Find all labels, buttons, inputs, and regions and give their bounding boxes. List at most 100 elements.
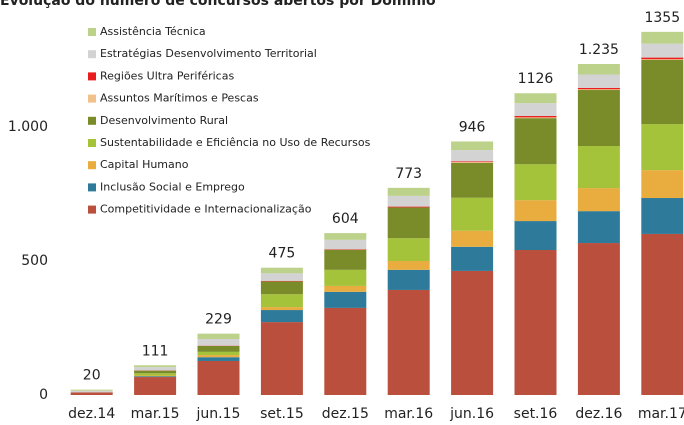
total-label: 229 bbox=[205, 312, 232, 328]
total-label: 946 bbox=[459, 119, 486, 135]
bar-segment bbox=[514, 221, 557, 251]
bar-segment bbox=[577, 74, 620, 88]
bar-segment bbox=[260, 267, 303, 274]
bar-segment bbox=[324, 249, 367, 250]
bar-segment bbox=[451, 246, 494, 271]
legend-label: Desenvolvimento Rural bbox=[100, 114, 228, 127]
bar-segment bbox=[70, 392, 113, 395]
bar-segment bbox=[451, 162, 494, 163]
bar-segment bbox=[324, 233, 367, 240]
bar-segment bbox=[197, 355, 240, 358]
bar-segment bbox=[387, 195, 430, 207]
bar-segment bbox=[514, 118, 557, 165]
bar-segment bbox=[514, 116, 557, 118]
chart-title: Evolução do número de concursos abertos … bbox=[0, 0, 436, 9]
legend-label: Sustentabilidade e Eficiência no Uso de … bbox=[100, 136, 371, 149]
total-label: 475 bbox=[269, 246, 296, 262]
bar-segment bbox=[260, 294, 303, 308]
bar-segment bbox=[324, 239, 367, 250]
total-label: 111 bbox=[142, 343, 169, 359]
total-label: 1355 bbox=[644, 10, 680, 26]
bar-segment bbox=[387, 261, 430, 270]
bar-segment bbox=[134, 370, 177, 374]
legend-swatch bbox=[88, 50, 96, 59]
legend-label: Capital Humano bbox=[100, 158, 189, 171]
bar-segment bbox=[387, 238, 430, 261]
bar-segment bbox=[134, 367, 177, 371]
bar-segment bbox=[387, 289, 430, 395]
bar-segment bbox=[134, 375, 177, 377]
bar-segment bbox=[451, 197, 494, 231]
total-label: 1.235 bbox=[579, 42, 619, 58]
bar-segment bbox=[514, 200, 557, 222]
bar-segment bbox=[577, 188, 620, 212]
bar-segment bbox=[514, 93, 557, 104]
legend-swatch bbox=[88, 116, 96, 125]
bar-segment bbox=[197, 357, 240, 361]
bar-segment bbox=[451, 141, 494, 151]
x-tick-label: mar.16 bbox=[384, 406, 433, 422]
bar-segment bbox=[514, 103, 557, 117]
legend-swatch bbox=[88, 205, 96, 214]
legend-swatch bbox=[88, 161, 96, 170]
bar-segment bbox=[451, 150, 494, 162]
total-label: 604 bbox=[332, 211, 359, 227]
y-tick-label: 0 bbox=[39, 387, 48, 403]
x-tick-label: set.16 bbox=[514, 406, 558, 422]
legend-label: Regiões Ultra Periféricas bbox=[100, 69, 234, 82]
total-label: 20 bbox=[83, 368, 101, 384]
bar-segment bbox=[387, 206, 430, 208]
bar-segment bbox=[451, 162, 494, 198]
bar-segment bbox=[324, 291, 367, 308]
bar-segment bbox=[324, 285, 367, 292]
bar-segment bbox=[641, 60, 684, 125]
bar-segment bbox=[387, 187, 430, 196]
x-tick-label: mar.17 bbox=[638, 406, 684, 422]
bar-segment bbox=[514, 117, 557, 119]
bar-segment bbox=[577, 89, 620, 91]
x-tick-label: dez.16 bbox=[575, 406, 622, 422]
legend-swatch bbox=[88, 139, 96, 147]
bar-segment bbox=[197, 333, 240, 339]
bar-segment bbox=[514, 250, 557, 395]
bar-segment bbox=[134, 365, 177, 368]
bar-segment bbox=[577, 243, 620, 395]
bar-segment bbox=[134, 376, 177, 378]
bar-segment bbox=[324, 307, 367, 395]
bar-segment bbox=[197, 345, 240, 352]
x-tick-label: dez.14 bbox=[68, 406, 115, 422]
legend-label: Inclusão Social e Emprego bbox=[100, 180, 245, 193]
bar-segment bbox=[197, 351, 240, 356]
bar-segment bbox=[387, 269, 430, 290]
x-tick-label: jun.16 bbox=[449, 406, 494, 422]
legend-label: Assistência Técnica bbox=[100, 25, 206, 38]
bar-segment bbox=[197, 338, 240, 346]
bar-segment bbox=[641, 233, 684, 395]
legend-swatch bbox=[88, 72, 96, 81]
bar-segment bbox=[577, 90, 620, 147]
bar-segment bbox=[260, 322, 303, 395]
bar-segment bbox=[260, 281, 303, 295]
legend-swatch bbox=[88, 183, 96, 192]
bar-segment bbox=[324, 249, 367, 270]
x-tick-label: jun.15 bbox=[196, 406, 241, 422]
legend-label: Assuntos Marítimos e Pescas bbox=[100, 92, 259, 105]
bar-segment bbox=[260, 310, 303, 323]
bar-segment bbox=[324, 269, 367, 286]
x-tick-label: mar.15 bbox=[131, 406, 180, 422]
legend-label: Competitividade e Internacionalização bbox=[100, 203, 312, 216]
bar-segment bbox=[134, 377, 177, 395]
bar-segment bbox=[451, 161, 494, 163]
bar-segment bbox=[641, 59, 684, 60]
bar-segment bbox=[641, 170, 684, 199]
x-tick-label: dez.15 bbox=[322, 406, 369, 422]
y-tick-label: 500 bbox=[21, 253, 48, 269]
total-label: 1126 bbox=[518, 71, 554, 87]
bar-segment bbox=[260, 307, 303, 311]
bar-segment bbox=[387, 207, 430, 239]
x-tick-label: set.15 bbox=[260, 406, 304, 422]
bar-segment bbox=[577, 64, 620, 75]
bar-segment bbox=[134, 373, 177, 376]
y-tick-label: 1.000 bbox=[8, 119, 48, 135]
